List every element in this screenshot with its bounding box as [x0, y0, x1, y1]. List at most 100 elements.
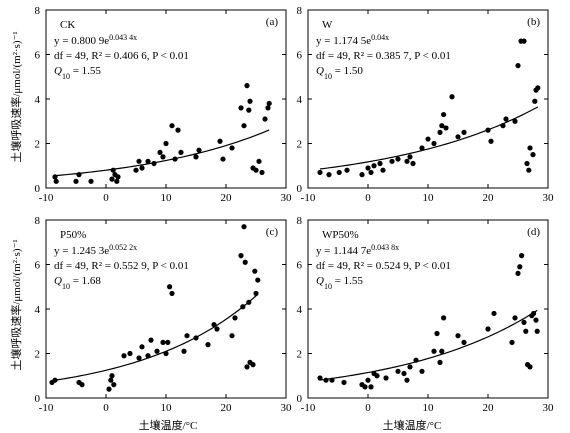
data-point — [413, 357, 419, 363]
data-point — [88, 178, 94, 184]
data-point — [211, 321, 217, 328]
panel-tag: (d) — [527, 226, 540, 238]
data-point — [362, 384, 368, 390]
data-point — [521, 319, 527, 325]
data-point — [323, 377, 329, 383]
data-point — [196, 147, 202, 153]
panel-label: CK — [60, 19, 75, 31]
data-point — [517, 264, 523, 270]
x-tick-label: -10 — [301, 192, 316, 204]
equation-line: y = 1.245 3e0.052 2x — [54, 243, 137, 258]
data-point — [437, 129, 443, 135]
data-point — [229, 145, 235, 151]
y-tick-label: 0 — [35, 183, 41, 195]
equation-line: df = 49, R² = 0.406 6, P < 0.01 — [54, 50, 189, 62]
y-axis-title-bottom: 土壤呼吸速率/μmol/(m²·s)⁻¹ — [9, 239, 23, 370]
data-point — [252, 268, 258, 274]
data-point — [395, 368, 401, 374]
data-point — [175, 127, 181, 133]
y-tick-label: 8 — [297, 215, 303, 227]
x-tick-label: 20 — [221, 192, 233, 204]
equation-line: df = 49, R² = 0.385 7, P < 0.01 — [316, 50, 451, 62]
data-point — [431, 348, 437, 354]
x-tick-label: 0 — [103, 192, 109, 204]
data-point — [246, 107, 252, 113]
data-point — [111, 382, 117, 388]
x-tick-label: 30 — [543, 192, 555, 204]
equation-line: Q10 = 1.55 — [316, 275, 363, 291]
data-point — [242, 259, 248, 265]
data-point — [344, 167, 350, 173]
data-point — [127, 350, 133, 357]
data-point — [109, 176, 115, 182]
data-point — [193, 154, 199, 160]
data-point — [532, 98, 538, 104]
data-point — [108, 377, 114, 383]
data-point — [79, 382, 85, 388]
data-point — [329, 377, 335, 383]
data-point — [109, 373, 115, 379]
panel-label: WP50% — [322, 229, 359, 241]
y-tick-label: 6 — [35, 50, 41, 62]
data-point — [500, 123, 506, 129]
y-tick-label: 2 — [297, 349, 303, 361]
panel-label: W — [322, 19, 333, 31]
y-tick-label: 8 — [35, 215, 41, 227]
data-point — [114, 178, 120, 184]
data-point — [455, 333, 461, 339]
equation-line: Q10 = 1.50 — [316, 65, 363, 81]
data-point — [139, 165, 145, 171]
data-point — [441, 315, 447, 321]
data-point — [531, 310, 537, 317]
data-point — [232, 315, 238, 321]
x-tick-label: -10 — [301, 402, 316, 414]
data-point — [167, 284, 173, 290]
data-point — [178, 149, 184, 155]
data-point — [524, 160, 530, 167]
data-point — [163, 350, 169, 357]
data-point — [395, 156, 401, 162]
panel-label: P50% — [60, 229, 86, 241]
x-tick-label: 10 — [161, 402, 173, 414]
data-point — [431, 140, 437, 147]
x-axis-title-left: 土壤温度/°C — [139, 418, 198, 432]
data-point — [193, 335, 199, 341]
y-tick-label: 6 — [297, 50, 303, 62]
data-point — [133, 167, 139, 173]
data-point — [509, 339, 515, 345]
equation-line: df = 49, R² = 0.524 9, P < 0.01 — [316, 260, 451, 272]
x-tick-label: 10 — [423, 402, 435, 414]
data-point — [244, 83, 250, 89]
fit-curve — [51, 293, 259, 382]
data-point — [241, 123, 247, 129]
data-point — [244, 364, 250, 370]
data-point — [259, 169, 265, 176]
x-tick-label: 20 — [221, 402, 233, 414]
data-point — [115, 174, 121, 180]
data-point — [359, 172, 365, 178]
data-point — [404, 158, 410, 164]
data-point — [160, 339, 166, 345]
data-point — [240, 304, 246, 310]
data-point — [139, 344, 145, 350]
data-point — [136, 355, 142, 361]
data-point — [52, 174, 58, 180]
data-point — [439, 348, 445, 354]
data-point — [145, 353, 151, 359]
x-tick-label: 10 — [161, 192, 173, 204]
equation-line: df = 49, R² = 0.552 9, P < 0.01 — [54, 260, 189, 272]
y-axis-title-top: 土壤呼吸速率/μmol/(m²·s)⁻¹ — [9, 31, 23, 162]
data-point — [527, 145, 533, 151]
data-point — [371, 163, 377, 169]
data-point — [262, 116, 268, 122]
data-point — [336, 169, 342, 176]
x-tick-label: 20 — [483, 192, 495, 204]
data-point — [519, 253, 525, 259]
data-point — [368, 169, 374, 176]
data-point — [491, 310, 497, 317]
x-tick-label: 20 — [483, 402, 495, 414]
x-tick-label: -10 — [39, 192, 54, 204]
data-point — [419, 145, 425, 151]
